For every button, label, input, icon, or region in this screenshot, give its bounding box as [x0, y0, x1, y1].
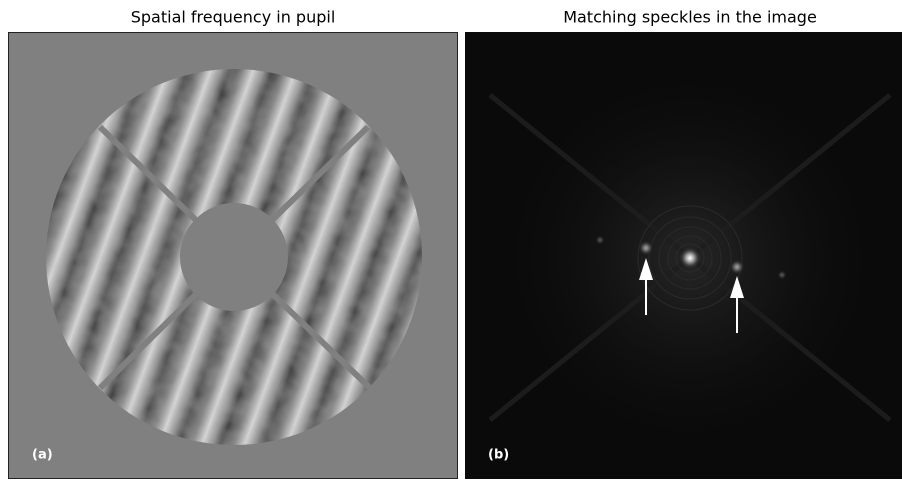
pupil-panel: (a) — [9, 33, 458, 479]
panel-title: Spatial frequency in pupil — [131, 8, 336, 27]
panel-label: (a) — [32, 448, 53, 463]
panel-title: Matching speckles in the image — [563, 8, 817, 27]
panel-label: (b) — [488, 448, 509, 463]
image-panel: (b) — [465, 32, 902, 479]
page: Spatial frequency in pupil Matching spec… — [0, 0, 902, 479]
figure: Spatial frequency in pupil Matching spec… — [0, 0, 902, 479]
